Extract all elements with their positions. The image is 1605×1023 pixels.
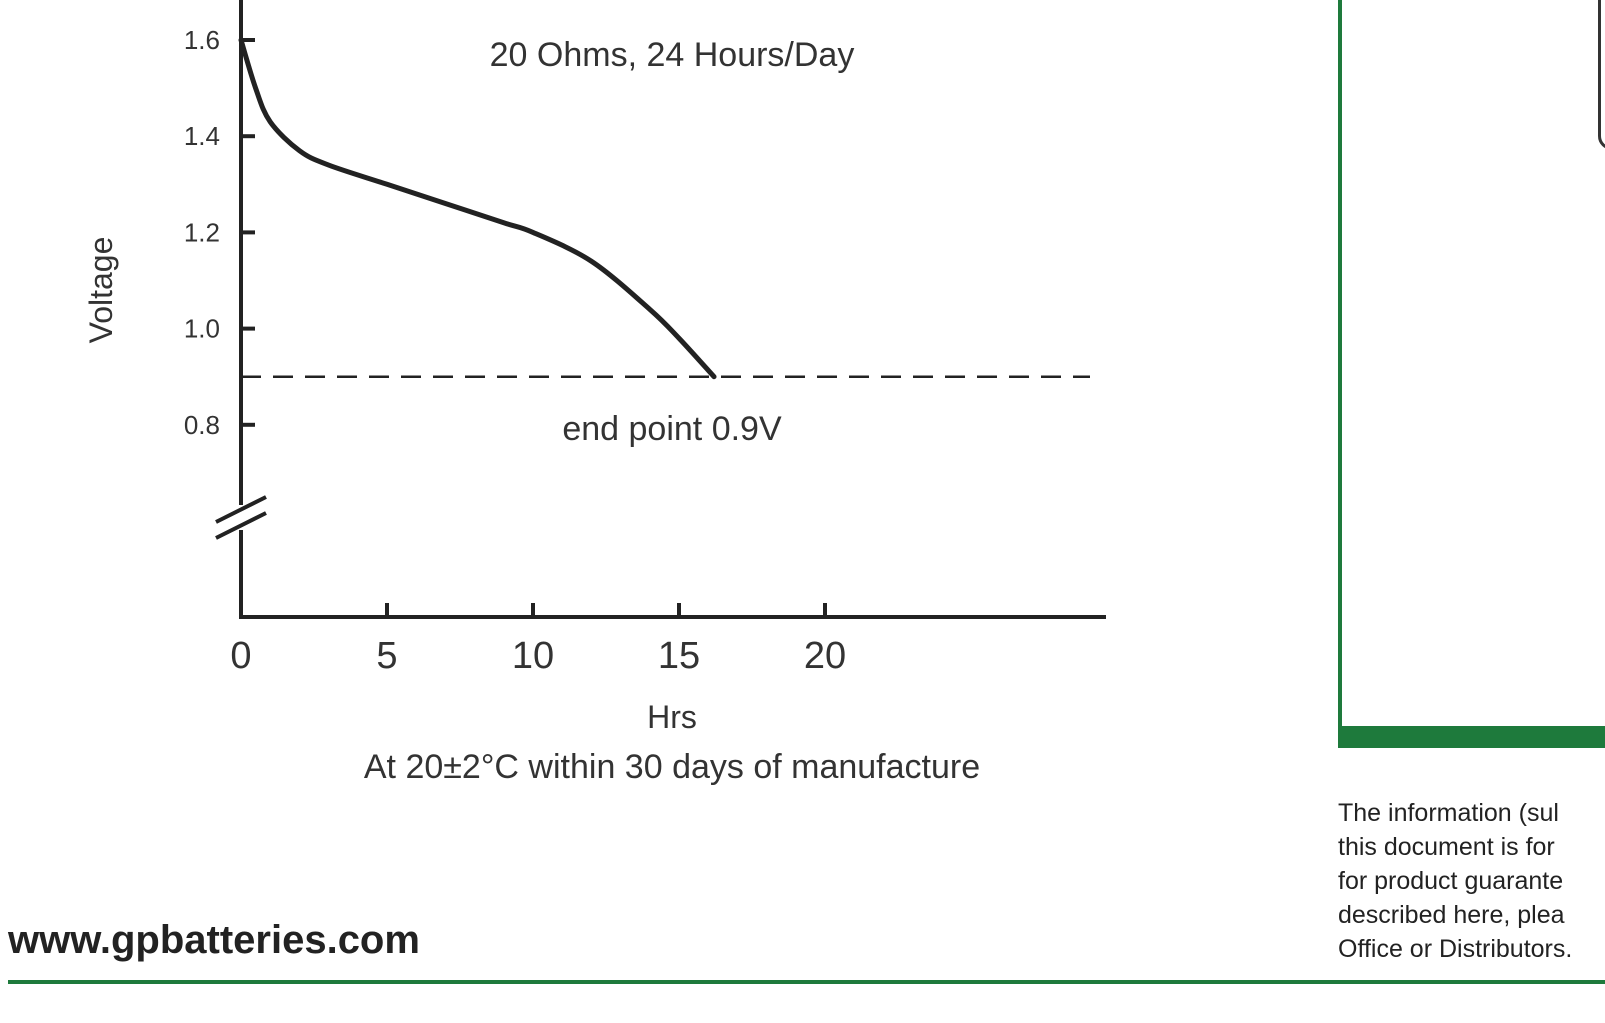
discharge-chart: 20 Ohms, 24 Hours/Day end point 0.9V Hrs…	[83, 0, 1106, 786]
disclaimer-line: this document is for	[1338, 833, 1555, 861]
axis-break-mark	[215, 495, 267, 524]
chart-title: 20 Ohms, 24 Hours/Day	[490, 36, 855, 74]
y-tick-label: 0.8	[184, 410, 220, 440]
y-tick-label: 1.6	[184, 25, 220, 55]
sidebar-green-bar	[1338, 726, 1605, 748]
axis-break-mark	[215, 511, 267, 540]
x-tick-label: 15	[658, 635, 700, 677]
y-tick-label: 1.0	[184, 314, 220, 344]
chart-footnote: At 20±2°C within 30 days of manufacture	[364, 748, 980, 786]
y-tick-label: 1.4	[184, 121, 220, 151]
discharge-curve	[238, 37, 717, 380]
footer-divider	[8, 980, 1605, 984]
disclaimer-text: The information (sul this document is fo…	[1338, 796, 1605, 961]
end-point-label: end point 0.9V	[562, 410, 782, 448]
website-link[interactable]: www.gpbatteries.com	[8, 918, 420, 962]
sidebar-panel	[1338, 0, 1605, 730]
x-tick-label: 20	[804, 635, 846, 677]
y-axis-label: Voltage	[83, 237, 119, 344]
sidebar-inner-box	[1598, 0, 1605, 150]
disclaimer-line: described here, plea	[1338, 901, 1565, 929]
x-axis-label: Hrs	[647, 699, 697, 735]
disclaimer-line: The information (sul	[1338, 799, 1559, 827]
y-tick-label: 1.2	[184, 217, 220, 247]
disclaimer-line: Office or Distributors.	[1338, 935, 1573, 961]
x-tick-label: 5	[376, 635, 397, 677]
disclaimer-line: for product guarante	[1338, 867, 1564, 895]
x-tick-label: 0	[230, 635, 251, 677]
x-tick-label: 10	[512, 635, 554, 677]
